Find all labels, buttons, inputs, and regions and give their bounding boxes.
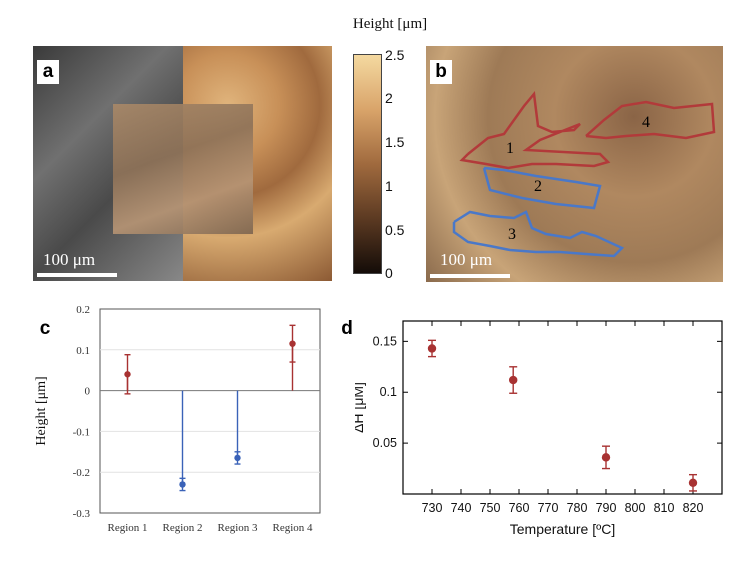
x-axis-label: Temperature [ºC] (510, 521, 616, 537)
y-tick-label: 0.1 (380, 385, 397, 399)
y-tick-label: 0.1 (76, 345, 90, 357)
colorbar-tick: 0.5 (385, 222, 405, 238)
colorbar-title: Height [μm] (352, 16, 428, 32)
data-point (688, 478, 698, 488)
x-tick-label: Region 2 (162, 522, 202, 534)
panel-b-letter: b (430, 60, 452, 84)
x-tick-label: 730 (422, 501, 443, 515)
x-tick-label: 810 (654, 501, 675, 515)
y-axis-label: ΔH [μM] (355, 382, 366, 433)
y-tick-label: -0.3 (73, 508, 91, 520)
x-tick-label: 770 (538, 501, 559, 515)
panel-b-scale-bar (430, 274, 510, 278)
panel-b-region-overlay (452, 90, 716, 258)
panel-b-image: 1 2 3 4 b 100 μm (426, 46, 723, 282)
chart-d: 730 740 750 760 770 780 790 800 810 820 0.15 0.1 0.0… (355, 320, 723, 537)
region-4-outline (585, 100, 716, 140)
y-tick-label: 0.2 (76, 304, 90, 316)
x-tick-label: 800 (625, 501, 646, 515)
colorbar-tick: 1.5 (385, 134, 405, 150)
y-axis-label: Height [μm] (34, 376, 49, 445)
x-tick-label: 790 (596, 501, 617, 515)
x-tick-label: 750 (480, 501, 501, 515)
colorbar-tick: 1 (385, 178, 393, 194)
region-3-label: 3 (508, 226, 516, 243)
region-4-label: 4 (642, 114, 650, 131)
data-point (427, 344, 437, 353)
region-2-outline (482, 166, 602, 210)
data-point (179, 481, 186, 488)
y-tick-label: 0 (85, 386, 91, 398)
y-tick-label: -0.1 (73, 426, 90, 438)
colorbar-tick: 2.5 (385, 47, 405, 63)
colorbar-tick: 2 (385, 90, 393, 106)
data-point (124, 371, 131, 378)
x-tick-label: Region 4 (272, 522, 313, 534)
colorbar (353, 54, 382, 274)
panel-c-letter: c (34, 317, 56, 341)
panel-a-image: a 100 μm (33, 46, 332, 281)
panel-a-letter: a (37, 60, 59, 84)
y-tick-label: 0.05 (373, 436, 397, 450)
y-tick-label: 0.15 (373, 334, 397, 348)
panel-d-letter: d (336, 317, 358, 341)
data-point (509, 375, 518, 385)
x-tick-label: 760 (509, 501, 530, 515)
chart-c: 0.2 0.1 0 -0.1 -0.2 -0.3 Region 1 Region 2 Regio… (34, 304, 321, 534)
plot-area (402, 320, 723, 495)
region-1-label: 1 (506, 140, 514, 157)
x-tick-label: 780 (567, 501, 588, 515)
x-tick-label: Region 1 (107, 522, 147, 534)
y-tick-label: -0.2 (73, 467, 90, 479)
data-point (289, 340, 296, 347)
x-tick-label: Region 3 (217, 522, 258, 534)
data-point (601, 453, 611, 462)
region-1-outline (459, 90, 611, 170)
region-2-label: 2 (534, 178, 542, 195)
x-tick-label: 740 (451, 501, 472, 515)
plot-area (99, 308, 321, 514)
panel-a-overlay-patch (113, 104, 253, 234)
panel-a-scale-bar (37, 273, 117, 277)
region-3-outline (452, 210, 625, 258)
data-point (234, 454, 241, 462)
x-tick-label: 820 (683, 501, 704, 515)
panel-b-scale-label: 100 μm (440, 250, 493, 269)
panel-a-scale-label: 100 μm (43, 250, 96, 269)
colorbar-tick: 0 (385, 265, 393, 281)
